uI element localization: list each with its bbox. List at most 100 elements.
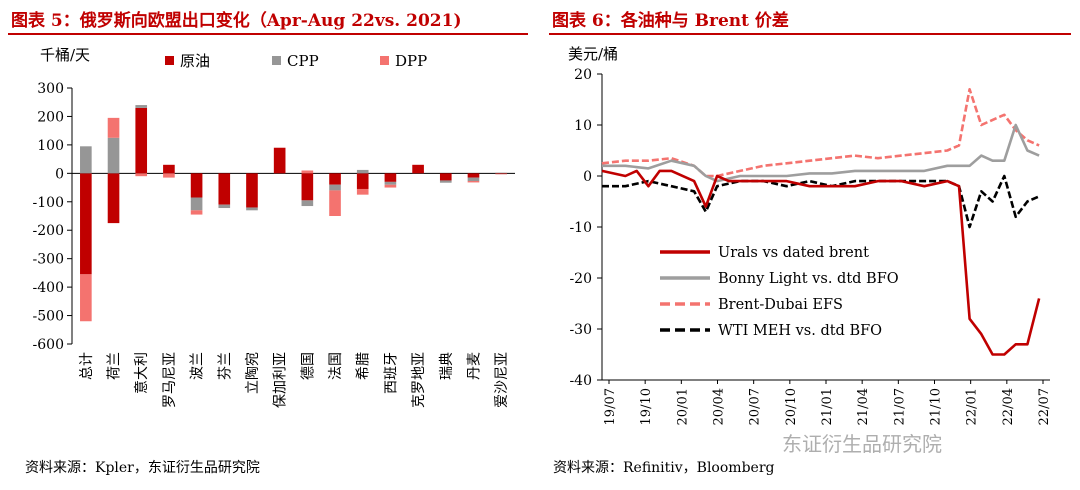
right-source: 资料来源：Refinitiv，Bloomberg [553, 460, 775, 476]
series-line [602, 123, 1040, 183]
legend-label: Brent-Dubai EFS [718, 297, 843, 313]
bar-segment [329, 190, 341, 216]
left-category-label: 德国 [300, 352, 316, 380]
right-x-tick-label: 21/07 [892, 388, 907, 425]
right-x-tick-label: 20/10 [784, 388, 799, 425]
right-title-rule [549, 33, 1071, 35]
bar-segment [190, 197, 203, 211]
left-category-label: 爱沙尼亚 [494, 352, 510, 408]
bar-segment [246, 173, 258, 208]
right-x-tick-label: 20/01 [675, 388, 690, 425]
bar-segment [329, 184, 341, 191]
left-source: 资料来源：Kpler，东证衍生品研究院 [25, 460, 260, 476]
left-category-label: 保加利亚 [273, 352, 289, 408]
left-y-tick-label: -400 [33, 280, 64, 296]
bar-segment [467, 173, 480, 178]
right-chart: 美元/桶 20 10 0 -10 -20 -30 -40 19/07 19/10 20/01 20/0… [568, 45, 1052, 425]
left-y-tick-label: 0 [55, 166, 64, 182]
bar-segment [329, 173, 341, 185]
right-x-tick-label: 20/04 [712, 388, 727, 425]
bar-segment [218, 204, 231, 209]
right-y-tick-label: -30 [569, 322, 592, 338]
left-category-label: 法国 [328, 352, 344, 380]
bar-segment [356, 173, 369, 189]
legend-swatch [165, 56, 174, 65]
left-category-label: 西班牙 [383, 352, 399, 394]
series-line [601, 169, 1041, 356]
bar-segment [135, 173, 148, 177]
right-y-axis-label: 美元/桶 [568, 45, 618, 63]
left-category-label: 芬兰 [217, 352, 233, 380]
left-chart: 千桶/天 300 200 100 0 -100 -200 -300 -400 -500 -600 总计… [33, 46, 515, 408]
bar-segment [107, 173, 120, 224]
bar-segment [495, 173, 507, 175]
bar-segment [356, 169, 369, 174]
bar-segment [135, 107, 148, 174]
bar-segment [190, 173, 203, 198]
bar-segment [439, 180, 452, 183]
left-title-rule [8, 33, 528, 35]
right-x-tick-label: 19/10 [639, 388, 654, 425]
bar-segment [80, 146, 92, 174]
bar-segment [495, 172, 507, 174]
left-y-tick-label: -300 [33, 252, 64, 268]
bar-segment [301, 170, 314, 174]
right-x-tick-label: 22/07 [1037, 388, 1052, 425]
legend-label: DPP [395, 52, 427, 70]
left-y-tick-label: -600 [33, 337, 64, 353]
right-y-tick-label: -40 [569, 373, 592, 389]
legend-label: 原油 [180, 52, 210, 70]
right-x-tick-label: 19/07 [603, 388, 618, 425]
left-category-label: 罗马尼亚 [162, 352, 178, 408]
right-y-tick-label: -20 [569, 271, 592, 287]
right-y-tick-label: -10 [569, 220, 592, 236]
left-y-axis-label: 千桶/天 [40, 46, 90, 64]
right-x-tick-label: 21/04 [856, 388, 871, 425]
bar-segment [190, 210, 203, 215]
left-category-label: 意大利 [133, 352, 150, 394]
left-category-label: 波兰 [190, 352, 206, 380]
left-y-tick-label: -200 [33, 223, 64, 239]
left-y-tick-label: -500 [33, 309, 64, 325]
bar-segment [80, 173, 92, 275]
right-y-tick-label: 0 [583, 169, 592, 185]
left-y-tick-label: 200 [37, 109, 64, 125]
bar-segment [384, 184, 397, 188]
right-x-tick-label: 21/01 [820, 388, 835, 425]
bar-segment [301, 173, 314, 201]
left-category-label: 克罗地亚 [411, 352, 427, 408]
bar-segment [218, 173, 231, 205]
bar-segment [163, 164, 175, 174]
left-y-tick-label: 100 [37, 138, 64, 154]
bar-segment [384, 173, 397, 182]
bar-segment [467, 181, 480, 183]
left-category-label: 立陶宛 [245, 352, 261, 394]
right-y-tick-label: 10 [574, 118, 592, 134]
bar-segment [356, 188, 369, 195]
bar-segment [384, 181, 397, 185]
bar-segment [273, 147, 286, 174]
left-y-tick-label: 300 [37, 81, 64, 97]
legend-label: WTI MEH vs. dtd BFO [718, 323, 882, 339]
right-x-tick-label: 22/04 [1001, 388, 1016, 425]
right-chart-title: 图表 6：各油种与 Brent 价差 [552, 11, 789, 31]
left-y-tick-label: -100 [33, 195, 64, 211]
left-category-label: 瑞典 [439, 352, 455, 380]
legend-label: Urals vs dated brent [718, 245, 869, 261]
left-category-label: 总计 [79, 352, 95, 380]
bar-segment [80, 274, 92, 322]
bar-segment [135, 105, 148, 108]
bar-segment [107, 137, 120, 174]
legend-label: CPP [287, 52, 319, 70]
legend-label: Bonny Light vs. dtd BFO [718, 271, 899, 287]
bar-segment [301, 200, 314, 207]
bar-segment [163, 173, 175, 178]
right-x-tick-label: 22/01 [965, 388, 980, 425]
right-x-tick-label: 21/10 [929, 388, 944, 425]
bar-segment [467, 177, 480, 182]
legend-swatch [380, 56, 389, 65]
left-chart-title: 图表 5：俄罗斯向欧盟出口变化（Apr-Aug 22vs. 2021) [11, 11, 462, 31]
right-y-tick-label: 20 [574, 67, 592, 83]
left-category-label: 丹麦 [466, 352, 482, 380]
bar-segment [412, 164, 424, 174]
